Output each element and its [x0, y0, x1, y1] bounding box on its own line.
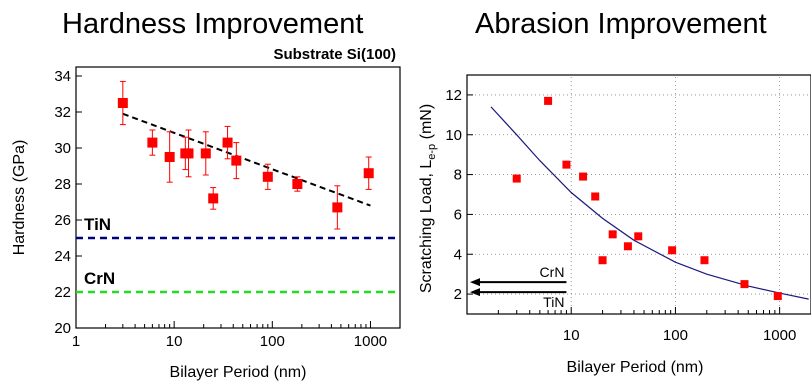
abrasion-y-tick-label: 2	[454, 286, 462, 303]
abrasion-chart-title: Abrasion Improvement	[475, 8, 767, 40]
abrasion-y-tick-label: 6	[454, 206, 462, 223]
abrasion-data-point	[700, 256, 709, 265]
hardness-data-point	[363, 168, 374, 179]
abrasion-data-point	[544, 96, 553, 105]
abrasion-plot-frame	[466, 74, 811, 315]
abrasion-data-point	[512, 174, 521, 183]
abrasion-data-point	[562, 160, 571, 169]
hardness-data-point	[292, 179, 303, 189]
abrasion-data-point	[773, 292, 782, 301]
hardness-y-tick-label: 22	[54, 284, 71, 301]
hardness-trendline	[122, 112, 371, 207]
reference-arrowhead	[470, 288, 480, 297]
abrasion-y-tick-label: 4	[454, 246, 462, 263]
hardness-x-axis-label: Bilayer Period (nm)	[170, 364, 307, 381]
reference-arrow-label-crn: CrN	[540, 264, 565, 280]
hardness-data-point	[117, 98, 128, 108]
hardness-x-tick-label: 10	[166, 333, 183, 350]
reference-label-crn: CrN	[84, 269, 115, 288]
hardness-data-point	[147, 137, 158, 148]
hardness-data-point	[183, 148, 194, 159]
hardness-x-tick-label: 100	[260, 333, 285, 350]
abrasion-y-axis-label-unit: (mN)	[418, 104, 435, 144]
abrasion-data-point	[591, 192, 600, 201]
hardness-data-point	[208, 193, 219, 204]
reference-arrow-label-tin: TiN	[543, 294, 564, 310]
abrasion-data-point	[598, 256, 607, 265]
abrasion-data-point	[608, 230, 617, 239]
hardness-plot-frame	[75, 66, 401, 329]
abrasion-data-point	[740, 280, 749, 289]
abrasion-data-point	[623, 242, 632, 251]
hardness-y-tick-label: 28	[54, 176, 71, 193]
abrasion-x-tick-label: 100	[663, 327, 688, 344]
hardness-y-tick-label: 20	[54, 320, 71, 337]
abrasion-y-axis-label-main: Scratching Load, L	[418, 160, 435, 294]
hardness-y-tick-label: 34	[54, 68, 71, 85]
abrasion-data-point	[668, 246, 677, 255]
abrasion-y-axis-label: Scratching Load, Le-p (mN)	[418, 104, 438, 293]
substrate-annotation: Substrate Si(100)	[273, 46, 396, 63]
abrasion-y-axis-label-subscript: e-p	[426, 144, 438, 160]
hardness-y-axis-label: Hardness (GPa)	[11, 140, 28, 256]
hardness-data-point	[262, 171, 273, 182]
hardness-y-tick-label: 32	[54, 104, 71, 121]
hardness-x-tick-label: 1	[72, 333, 80, 350]
hardness-x-tick-label: 1000	[354, 333, 387, 350]
abrasion-y-tick-label: 12	[445, 87, 462, 104]
hardness-y-tick-label: 30	[54, 140, 71, 157]
hardness-data-point	[332, 202, 343, 213]
abrasion-x-tick-label: 10	[563, 327, 580, 344]
reference-label-tin: TiN	[84, 215, 111, 234]
hardness-y-tick-label: 26	[54, 212, 71, 229]
hardness-y-tick-label: 24	[54, 248, 71, 265]
hardness-data-point	[200, 148, 211, 159]
abrasion-fit-curve	[490, 106, 809, 300]
abrasion-data-point	[634, 232, 643, 241]
hardness-data-point	[222, 137, 233, 148]
abrasion-x-axis-label: Bilayer Period (nm)	[567, 359, 704, 376]
reference-arrowhead	[470, 278, 480, 287]
hardness-data-point	[164, 152, 175, 162]
abrasion-y-tick-label: 10	[445, 127, 462, 144]
abrasion-x-tick-label: 1000	[763, 327, 796, 344]
hardness-chart-title: Hardness Improvement	[62, 8, 364, 40]
abrasion-data-point	[579, 172, 588, 181]
hardness-data-point	[231, 155, 242, 166]
abrasion-y-tick-label: 8	[454, 167, 462, 184]
